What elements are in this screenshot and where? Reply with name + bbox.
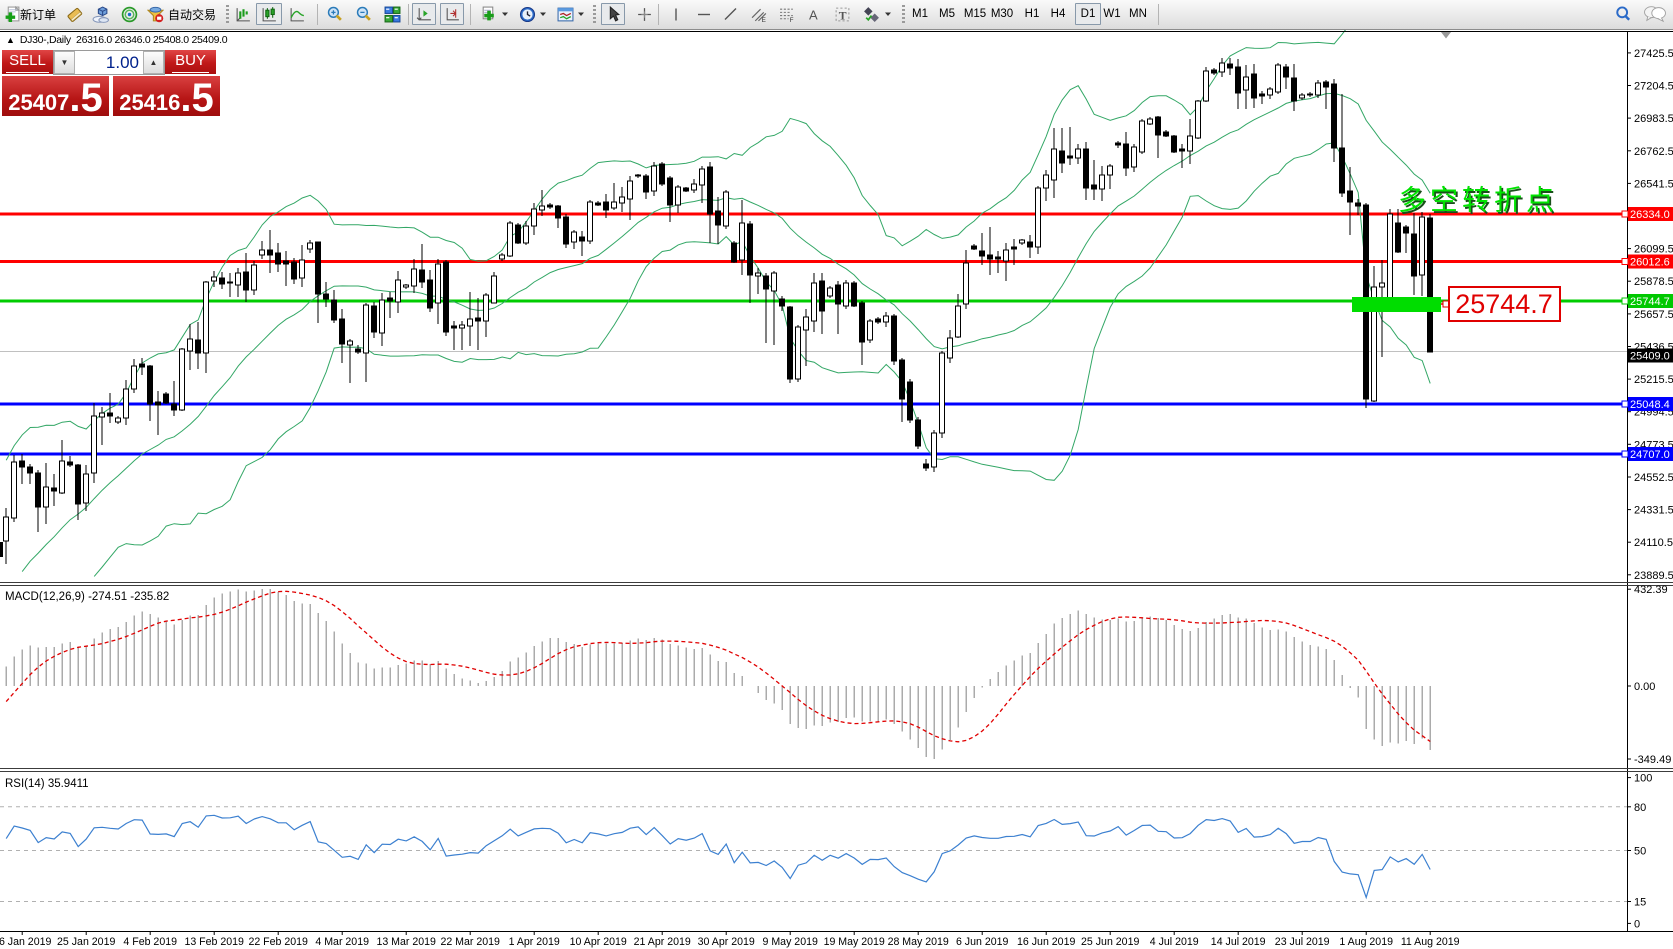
svg-text:50: 50 (1634, 846, 1646, 858)
svg-text:25 Jan 2019: 25 Jan 2019 (57, 936, 115, 948)
svg-text:MACD(12,26,9) -274.51 -235.82: MACD(12,26,9) -274.51 -235.82 (5, 591, 169, 603)
svg-text:19 May 2019: 19 May 2019 (824, 936, 885, 948)
svg-text:26541.5: 26541.5 (1634, 178, 1673, 190)
svg-text:6 Jun 2019: 6 Jun 2019 (956, 936, 1009, 948)
svg-text:4 Jul 2019: 4 Jul 2019 (1150, 936, 1199, 948)
svg-text:26762.5: 26762.5 (1634, 146, 1673, 158)
svg-text:25657.5: 25657.5 (1634, 309, 1673, 321)
svg-text:14 Jul 2019: 14 Jul 2019 (1211, 936, 1266, 948)
svg-text:26983.5: 26983.5 (1634, 113, 1673, 125)
svg-text:10 Apr 2019: 10 Apr 2019 (570, 936, 627, 948)
svg-text:1 Apr 2019: 1 Apr 2019 (509, 936, 560, 948)
svg-text:80: 80 (1634, 802, 1646, 814)
svg-text:9 May 2019: 9 May 2019 (763, 936, 818, 948)
svg-text:25744.7: 25744.7 (1455, 289, 1553, 319)
svg-text:0: 0 (1634, 918, 1640, 930)
svg-text:-349.49: -349.49 (1634, 754, 1671, 766)
svg-text:24707.0: 24707.0 (1630, 449, 1670, 461)
svg-text:22 Feb 2019: 22 Feb 2019 (248, 936, 308, 948)
svg-text:25409.0: 25409.0 (1630, 351, 1670, 363)
svg-text:26334.0: 26334.0 (1630, 209, 1670, 221)
svg-text:21 Apr 2019: 21 Apr 2019 (634, 936, 691, 948)
svg-text:24331.5: 24331.5 (1634, 505, 1673, 517)
svg-text:30 Apr 2019: 30 Apr 2019 (698, 936, 755, 948)
svg-text:T: T (839, 9, 847, 22)
svg-text:24552.5: 24552.5 (1634, 472, 1673, 484)
svg-text:13 Feb 2019: 13 Feb 2019 (184, 936, 244, 948)
svg-text:多空转折点: 多空转折点 (1400, 186, 1560, 217)
svg-text:多空转折点: 多空转折点 (1398, 185, 1558, 216)
svg-text:13 Mar 2019: 13 Mar 2019 (376, 936, 436, 948)
svg-text:25215.5: 25215.5 (1634, 374, 1673, 386)
svg-text:16 Jun 2019: 16 Jun 2019 (1017, 936, 1075, 948)
svg-text:A: A (809, 7, 818, 22)
svg-text:15: 15 (1634, 897, 1646, 909)
svg-text:26099.5: 26099.5 (1634, 244, 1673, 256)
svg-text:23 Jul 2019: 23 Jul 2019 (1275, 936, 1330, 948)
svg-text:RSI(14) 35.9411: RSI(14) 35.9411 (5, 778, 89, 790)
svg-text:27204.5: 27204.5 (1634, 81, 1673, 93)
svg-text:22 Mar 2019: 22 Mar 2019 (440, 936, 500, 948)
svg-text:16 Jan 2019: 16 Jan 2019 (0, 936, 51, 948)
svg-text:25048.4: 25048.4 (1630, 399, 1670, 411)
svg-text:4 Mar 2019: 4 Mar 2019 (315, 936, 369, 948)
svg-text:25 Jun 2019: 25 Jun 2019 (1081, 936, 1139, 948)
svg-text:0.00: 0.00 (1634, 681, 1655, 693)
svg-text:4 Feb 2019: 4 Feb 2019 (123, 936, 177, 948)
svg-text:26012.6: 26012.6 (1630, 257, 1670, 269)
svg-text:432.39: 432.39 (1634, 584, 1668, 596)
svg-text:1 Aug 2019: 1 Aug 2019 (1339, 936, 1393, 948)
svg-text:23889.5: 23889.5 (1634, 570, 1673, 582)
svg-text:24110.5: 24110.5 (1634, 537, 1673, 549)
svg-text:25878.5: 25878.5 (1634, 276, 1673, 288)
svg-text:27425.5: 27425.5 (1634, 48, 1673, 60)
svg-text:E: E (761, 16, 765, 22)
svg-text:100: 100 (1634, 773, 1652, 785)
svg-text:25744.7: 25744.7 (1630, 296, 1670, 308)
svg-text:28 May 2019: 28 May 2019 (888, 936, 949, 948)
svg-text:F: F (789, 16, 793, 22)
svg-text:11 Aug 2019: 11 Aug 2019 (1401, 936, 1460, 948)
